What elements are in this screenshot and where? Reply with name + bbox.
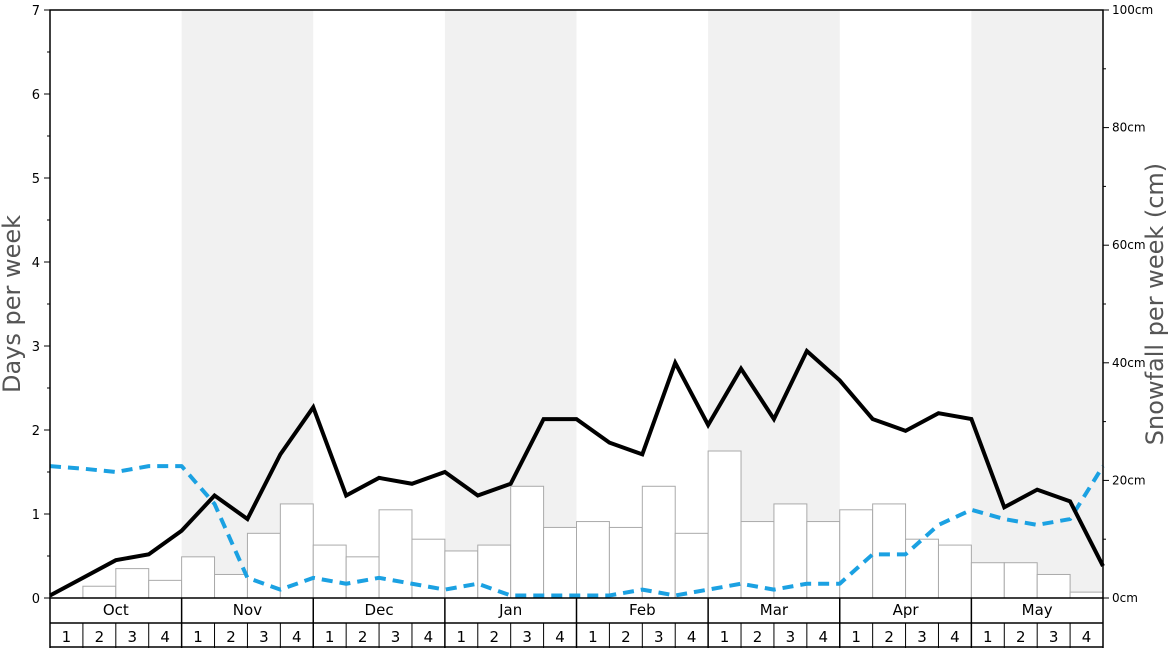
- week-label: 4: [950, 628, 960, 646]
- snowfall-bar: [937, 544, 972, 599]
- week-label: 2: [753, 628, 763, 646]
- month-label: Apr: [893, 601, 920, 619]
- x-axis: Oct Nov Dec Jan Feb Mar Apr May 1 2 3 4 1 2 3 4 1 2 3 4 1 2 3 4…: [49, 598, 1104, 648]
- month-band-nov: [181, 10, 314, 598]
- month-label: May: [1022, 601, 1053, 619]
- snowfall-bar: [444, 550, 479, 599]
- snowfall-bar: [378, 509, 413, 599]
- week-label: 3: [259, 628, 269, 646]
- snowfall-bar: [608, 526, 643, 599]
- week-label: 2: [358, 628, 368, 646]
- left-tick-label: 0: [32, 592, 40, 607]
- week-label: 3: [786, 628, 796, 646]
- week-label: 3: [522, 628, 532, 646]
- month-label: Mar: [760, 601, 789, 619]
- snowfall-bar: [576, 521, 610, 599]
- week-label: 4: [555, 628, 565, 646]
- snowfall-bar: [148, 579, 183, 599]
- snowfall-bar: [1069, 591, 1104, 599]
- left-tick-label: 5: [32, 172, 40, 187]
- snowfall-bar: [82, 585, 117, 599]
- week-label: 2: [621, 628, 631, 646]
- right-tick-label: 0cm: [1112, 591, 1138, 605]
- week-label: 1: [983, 628, 993, 646]
- snowfall-bars: [82, 450, 1104, 599]
- dashed-series-line: [49, 464, 1105, 598]
- week-label: 1: [325, 628, 335, 646]
- snowfall-bar: [115, 568, 150, 599]
- snowfall-bar: [839, 509, 874, 599]
- snowfall-bar: [214, 573, 248, 599]
- month-label: Oct: [103, 601, 129, 619]
- right-tick-label: 60cm: [1112, 238, 1146, 252]
- week-label: 4: [819, 628, 829, 646]
- series-lines: [49, 347, 1105, 598]
- snowfall-bar: [312, 544, 347, 599]
- week-label: 1: [588, 628, 598, 646]
- week-label: 4: [160, 628, 170, 646]
- snowfall-bar: [905, 538, 939, 599]
- left-tick-label: 7: [32, 4, 40, 19]
- left-tick-label: 1: [32, 508, 40, 523]
- left-tick-label: 6: [32, 88, 40, 103]
- snowfall-bar: [806, 521, 841, 599]
- month-label: Jan: [498, 601, 522, 619]
- right-tick-label: 100cm: [1112, 3, 1153, 17]
- snowfall-bar: [345, 556, 380, 599]
- snowfall-bar: [411, 538, 446, 599]
- week-label: 2: [226, 628, 236, 646]
- month-label: Feb: [629, 601, 656, 619]
- snow-days-line: [49, 347, 1105, 598]
- snowfall-bar: [477, 544, 512, 599]
- week-label: 2: [884, 628, 894, 646]
- snowfall-bar: [674, 532, 709, 599]
- right-axis: 0cm 20cm 40cm 60cm 80cm 100cm: [1103, 3, 1153, 605]
- week-label: 2: [95, 628, 105, 646]
- week-label: 1: [193, 628, 203, 646]
- left-axis-title: Days per week: [0, 215, 26, 393]
- right-tick-label: 20cm: [1112, 473, 1146, 487]
- left-axis: 0 1 2 3 4 5 6 7: [32, 4, 50, 607]
- week-label: 1: [851, 628, 861, 646]
- week-label: 3: [654, 628, 664, 646]
- left-tick-label: 3: [32, 340, 40, 355]
- left-tick-label: 2: [32, 424, 40, 439]
- month-bands: [181, 10, 1103, 598]
- week-label: 4: [424, 628, 434, 646]
- right-tick-label: 40cm: [1112, 356, 1146, 370]
- right-tick-label: 80cm: [1112, 121, 1146, 135]
- snowfall-bar: [1036, 573, 1071, 599]
- week-label: 1: [62, 628, 72, 646]
- week-label: 3: [127, 628, 137, 646]
- snowfall-bar: [773, 503, 808, 599]
- week-label: 4: [292, 628, 302, 646]
- snowfall-bar: [510, 485, 545, 599]
- month-band-may: [971, 10, 1103, 598]
- left-tick-label: 4: [32, 256, 40, 271]
- snowfall-bar: [181, 556, 216, 599]
- snowfall-bar: [641, 485, 676, 599]
- week-label: 3: [917, 628, 927, 646]
- month-label: Dec: [365, 601, 394, 619]
- snowfall-bar: [970, 562, 1005, 599]
- right-axis-title: Snowfall per week (cm): [1141, 163, 1168, 445]
- week-label: 4: [687, 628, 697, 646]
- snowfall-bar: [543, 526, 577, 599]
- week-label: 2: [489, 628, 499, 646]
- week-label: 3: [1049, 628, 1059, 646]
- week-label: 4: [1082, 628, 1092, 646]
- snowfall-bar: [707, 450, 742, 599]
- week-label: 2: [1016, 628, 1026, 646]
- week-label: 1: [457, 628, 467, 646]
- snowfall-bar: [872, 503, 907, 599]
- snowfall-bar: [1003, 562, 1038, 599]
- week-label: 3: [391, 628, 401, 646]
- month-label: Nov: [233, 601, 262, 619]
- week-label: 1: [720, 628, 730, 646]
